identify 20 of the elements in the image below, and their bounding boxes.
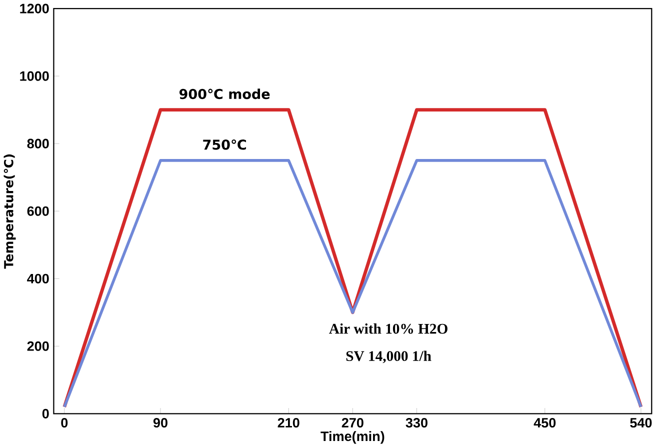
x-tick-label: 330 xyxy=(406,418,428,428)
y-tick-label: 200 xyxy=(27,342,49,352)
x-tick-label: 450 xyxy=(534,418,556,428)
x-axis-title: Time(min) xyxy=(320,431,384,444)
x-tick-label: 0 xyxy=(61,418,68,428)
x-tick-label: 540 xyxy=(630,418,652,428)
y-tick-label: 800 xyxy=(27,139,49,149)
annotation: SV 14,000 1/h xyxy=(346,350,432,364)
series-label: 750℃ xyxy=(203,140,246,150)
y-tick-label: 1000 xyxy=(20,72,49,82)
y-tick-label: 600 xyxy=(27,206,49,216)
x-tick-label: 210 xyxy=(278,418,300,428)
annotation: Air with 10% H2O xyxy=(329,324,448,334)
y-tick-label: 0 xyxy=(42,409,49,419)
y-tick-label: 400 xyxy=(27,274,49,284)
y-axis-title: Temperature(℃) xyxy=(4,154,16,270)
series-label: 900℃ mode xyxy=(179,88,270,100)
x-tick-label: 270 xyxy=(342,418,364,428)
x-tick-label: 90 xyxy=(153,418,168,428)
y-tick-label: 1200 xyxy=(20,4,49,14)
